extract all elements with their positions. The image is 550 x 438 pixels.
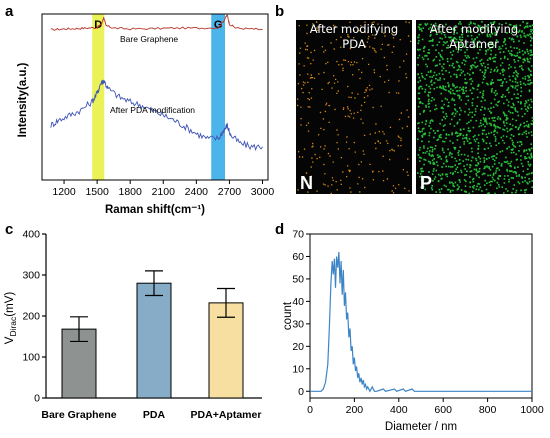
bar-category-label-2: PDA+Aptamer [191,409,262,421]
raman-x-tick-label: 2700 [218,186,242,198]
raman-band-label-g: G [214,19,223,31]
size-x-tick-label: 800 [479,404,497,416]
bar-category-labels: Bare Graphene PDA PDA+Aptamer [41,409,261,421]
size-x-axis-title: Diameter / nm [385,421,457,433]
bar-2 [208,302,244,399]
series-label-bare-graphene: Bare Graphene [120,34,178,44]
bar-category-label-1: PDA [143,409,166,421]
bar-y-title-unit: (mV) [4,292,16,317]
bar-y-tick-label: 200 [22,311,40,323]
raman-x-axis-title: Raman shift(cm⁻¹) [105,204,205,216]
size-x-tick-label: 1000 [520,404,544,416]
map-p-dots [417,21,534,195]
raman-x-tick-label: 3000 [251,186,275,198]
raman-band-g [211,14,226,180]
size-x-tick-label: 400 [390,404,408,416]
size-y-tick-label: 20 [292,341,304,353]
map-p-title-line1: After modifying [430,22,518,36]
raman-series-0 [50,14,263,31]
size-distribution-chart: 0 10 20 30 40 50 60 70 0 200 400 600 800 1000 Diamet… [282,229,544,434]
size-line [310,251,532,393]
size-distribution-line [310,251,532,393]
size-y-tick-label: 60 [292,251,304,263]
series-label-after-pda: After PDA modification [110,105,195,115]
panel-letter-d: d [275,221,284,238]
map-p-element-label: P [420,173,432,193]
raman-plot-frame [41,13,269,181]
size-x-ticks: 0 200 400 600 800 1000 [307,398,544,416]
bar-y-tick-label: 300 [22,270,40,282]
size-y-tick-label: 10 [292,363,304,375]
dirac-bar-chart: 0 100 200 300 400 Bare Graphene PDA PDA+Aptame… [4,229,262,421]
size-x-tick-label: 0 [307,404,313,416]
size-y-ticks: 0 10 20 30 40 50 60 70 [292,229,310,398]
size-y-axis-title: count [282,301,294,330]
raman-x-tick-label: 1200 [52,186,76,198]
bar-y-tick-label: 100 [22,352,40,364]
map-p-title-line2: Aptamer [449,37,499,51]
bar-bars [61,270,244,399]
element-maps: After modifying PDA After modifying Apta… [296,20,534,195]
size-y-tick-label: 0 [298,386,304,398]
bar-y-ticks: 0 100 200 300 400 [22,229,46,405]
raman-lines [50,14,263,152]
map-n-background [296,20,412,194]
bar-y-tick-label: 400 [22,229,40,241]
size-y-tick-label: 30 [292,318,304,330]
map-p-dot-cloud [417,21,534,195]
raman-x-ticks: 1200 1500 1800 2100 2400 2700 3000 [52,180,274,198]
raman-x-tick-label: 2100 [152,186,176,198]
bar-y-axis-title: VDirac(mV) [4,292,18,345]
raman-x-tick-label: 1800 [119,186,143,198]
raman-band-label-d: D [94,19,102,31]
bar-category-label-0: Bare Graphene [41,409,116,421]
bar-y-tick-label: 0 [34,393,40,405]
panel-letter-b: b [275,3,284,20]
size-x-tick-label: 200 [346,404,364,416]
size-y-tick-label: 70 [292,229,304,241]
map-n-title-line2: PDA [342,37,366,51]
raman-series-1 [50,79,263,152]
panel-letter-a: a [5,3,14,20]
raman-x-tick-label: 1500 [85,186,109,198]
size-plot-frame [309,233,533,399]
map-n-element-label: N [300,173,313,193]
raman-y-axis-title: Intensity(a.u.) [17,62,29,137]
panel-letter-c: c [5,221,13,238]
raman-chart: D G 1200 1500 1800 2100 2400 2700 3000 Bare Gra… [17,13,274,216]
map-n-title-line1: After modifying [310,22,398,36]
size-y-tick-label: 40 [292,296,304,308]
bar-y-title-sub: Dirac [8,316,18,337]
raman-band-d [92,14,105,180]
size-y-tick-label: 50 [292,273,304,285]
size-x-tick-label: 600 [434,404,452,416]
bar-y-title-main: V [4,336,16,344]
bar-1 [136,282,172,399]
raman-x-tick-label: 2400 [185,186,209,198]
